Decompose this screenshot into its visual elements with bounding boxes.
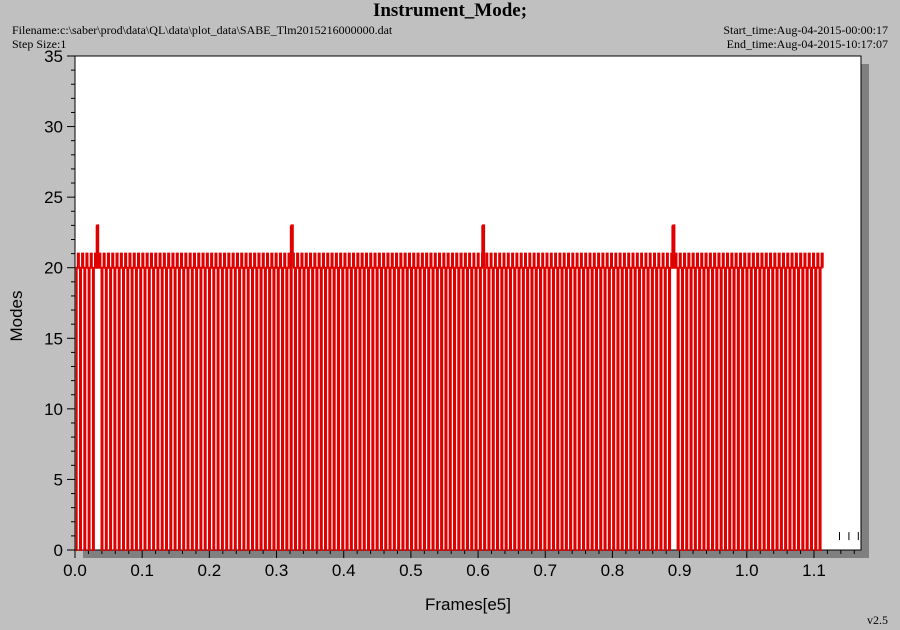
start-time-label: Start_time:Aug-04-2015-00:00:17 <box>723 23 888 37</box>
step-size-label: Step Size:1 <box>12 37 67 51</box>
x-tick-label: 0.5 <box>399 561 423 580</box>
y-tick-label: 35 <box>44 47 63 66</box>
x-tick-label: 1.1 <box>802 561 826 580</box>
series-instrument-mode <box>75 224 859 551</box>
x-tick-label: 0.8 <box>601 561 625 580</box>
y-tick-label: 5 <box>54 470 63 489</box>
y-tick-label: 0 <box>54 541 63 560</box>
end-time-label: End_time:Aug-04-2015-10:17:07 <box>726 37 888 51</box>
y-tick-label: 10 <box>44 400 63 419</box>
x-tick-label: 0.0 <box>63 561 87 580</box>
x-tick-label: 0.2 <box>198 561 222 580</box>
y-tick-label: 20 <box>44 259 63 278</box>
chart-title: Instrument_Mode; <box>372 0 528 21</box>
series-line <box>75 224 824 551</box>
y-axis-label: Modes <box>7 290 26 341</box>
x-tick-label: 0.1 <box>130 561 154 580</box>
x-tick-label: 0.3 <box>265 561 289 580</box>
x-axis-label: Frames[e5] <box>425 595 511 614</box>
y-tick-label: 25 <box>44 188 63 207</box>
x-tick-label: 1.0 <box>735 561 759 580</box>
version-label: v2.5 <box>867 613 888 627</box>
y-tick-label: 15 <box>44 329 63 348</box>
x-tick-label: 0.7 <box>533 561 557 580</box>
filename-label: Filename:c:\saber\prod\data\QL\data\plot… <box>12 23 393 37</box>
x-tick-label: 0.9 <box>668 561 692 580</box>
y-tick-label: 30 <box>44 118 63 137</box>
x-tick-label: 0.6 <box>466 561 490 580</box>
x-tick-label: 0.4 <box>332 561 356 580</box>
axes: 0 5 10 15 20 25 30 35 0.0 0.1 0.2 0.3 0.4 0.5 0.6 0.7 0.… <box>44 47 855 580</box>
